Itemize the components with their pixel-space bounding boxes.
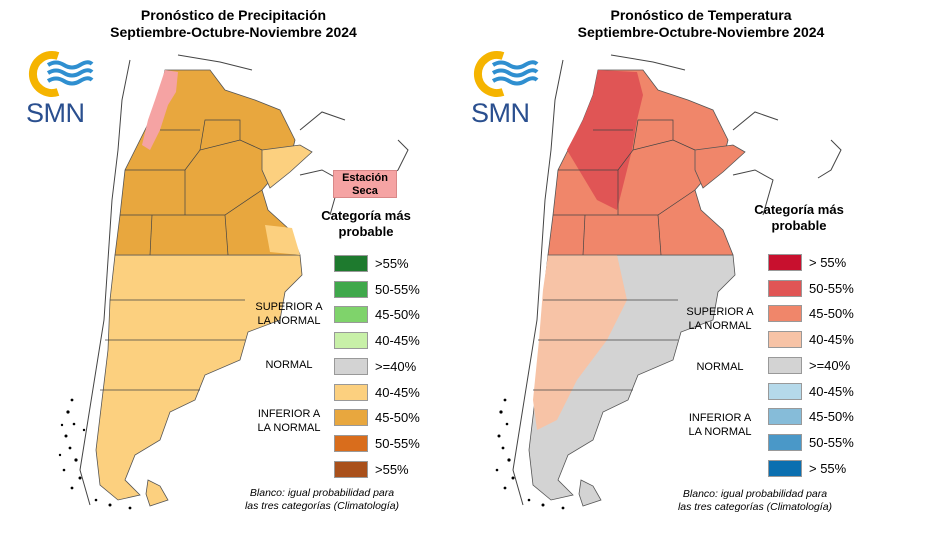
group-label-inferior-line-1: INFERIOR A — [688, 412, 752, 424]
legend-swatch — [768, 433, 802, 451]
legend-swatch — [334, 280, 368, 298]
title-line-2: Septiembre-Octubre-Noviembre 2024 — [110, 24, 357, 40]
footnote-line-2: las tres categorías (Climatología) — [677, 501, 833, 513]
smn-logo-icon — [473, 51, 539, 97]
region-tierra-del-fuego — [145, 479, 169, 507]
title-line-1: Pronóstico de Precipitación — [140, 7, 327, 23]
group-label-inferior-line-1: INFERIOR A — [257, 408, 321, 420]
legend-label: 40-45% — [809, 332, 854, 348]
group-label-superior-line-2: LA NORMAL — [257, 315, 321, 327]
region-northwest — [567, 70, 643, 210]
group-label-superior: SUPERIOR A LA NORMAL — [675, 305, 765, 333]
legend-title-line-2: probable — [338, 224, 394, 239]
legend-label: 50-55% — [375, 435, 420, 451]
legend-swatch — [334, 332, 368, 350]
group-label-normal: NORMAL — [265, 359, 313, 371]
legend-swatch — [768, 382, 802, 400]
title-line-2: Septiembre-Octubre-Noviembre 2024 — [577, 24, 825, 40]
legend-title: Categoría más probable — [296, 208, 436, 240]
smn-logo-icon — [28, 51, 94, 97]
temperature-title: Pronóstico de Temperatura Septiembre-Oct… — [467, 7, 935, 41]
neighbor-borders — [79, 54, 409, 506]
chile-islands — [58, 398, 132, 510]
temperature-panel: Pronóstico de Temperatura Septiembre-Oct… — [467, 0, 935, 533]
legend-label: 50-55% — [809, 280, 854, 296]
legend-label: 45-50% — [375, 410, 420, 426]
legend-title-line-2: probable — [771, 218, 827, 233]
province-boundaries — [100, 119, 263, 391]
legend-swatch — [334, 357, 368, 375]
group-label-inferior-line-2: LA NORMAL — [688, 426, 752, 438]
footnote-line-1: Blanco: igual probabilidad para — [682, 488, 828, 500]
legend-swatch — [334, 434, 368, 452]
legend-label: 45-50% — [809, 409, 854, 425]
legend-swatch — [334, 255, 368, 272]
legend-title-line-1: Categoría más — [321, 208, 411, 223]
region-buenos-aires-coast — [265, 225, 300, 255]
precipitation-panel: Pronóstico de Precipitación Septiembre-O… — [0, 0, 467, 533]
legend-label: 50-55% — [809, 434, 854, 450]
group-label-superior-line-1: SUPERIOR A — [255, 301, 323, 313]
footnote-line-1: Blanco: igual probabilidad para — [249, 487, 395, 499]
legend-label: 50-55% — [375, 281, 420, 297]
legend-swatch — [768, 408, 802, 426]
legend-label: 45-50% — [809, 306, 854, 322]
legend-label: 40-45% — [809, 383, 854, 399]
dry-station-label: Estación Seca — [333, 170, 397, 198]
dry-station-line-2: Seca — [352, 185, 378, 197]
legend-label: > 55% — [809, 460, 847, 476]
smn-logo: SMN — [26, 48, 96, 128]
legend-swatch — [334, 383, 368, 401]
footnote: Blanco: igual probabilidad para las tres… — [222, 487, 422, 513]
smn-logo: SMN — [471, 48, 541, 128]
legend-title: Categoría más probable — [729, 202, 869, 234]
legend-swatch — [334, 409, 368, 427]
region-northeast — [694, 144, 746, 189]
legend-swatch — [334, 306, 368, 324]
temperature-map — [495, 54, 842, 510]
legend-label: >55% — [375, 256, 409, 271]
precipitation-map — [58, 54, 409, 510]
legend-label: >55% — [375, 461, 409, 477]
smn-logo-text: SMN — [471, 98, 530, 128]
legend-label: >=40% — [375, 358, 417, 374]
legend-label: >=40% — [809, 357, 851, 373]
group-label-superior-line-1: SUPERIOR A — [686, 306, 754, 318]
dry-station-line-1: Estación — [342, 172, 388, 184]
legend-label: > 55% — [809, 255, 847, 270]
legend-swatch — [768, 356, 802, 374]
footnote-line-2: las tres categorías (Climatología) — [244, 500, 400, 512]
footnote: Blanco: igual probabilidad para las tres… — [655, 488, 855, 514]
smn-logo-text: SMN — [26, 98, 85, 128]
chile-islands — [495, 398, 565, 510]
group-label-inferior-line-2: LA NORMAL — [257, 422, 321, 434]
legend-label: 45-50% — [375, 307, 420, 323]
group-label-normal: NORMAL — [696, 361, 744, 373]
province-boundaries — [533, 119, 696, 391]
legend-swatch — [768, 305, 802, 323]
legend-swatch — [768, 331, 802, 349]
region-south — [95, 254, 303, 501]
legend-swatch — [768, 459, 802, 477]
legend-swatch — [768, 254, 802, 271]
neighbor-borders — [512, 54, 842, 506]
legend-swatch — [334, 460, 368, 478]
region-central-west — [533, 255, 627, 430]
region-northeast — [261, 144, 313, 189]
legend-swatch — [768, 279, 802, 297]
legend-label: 40-45% — [375, 333, 420, 349]
group-label-superior-line-2: LA NORMAL — [688, 320, 752, 332]
precipitation-title: Pronóstico de Precipitación Septiembre-O… — [0, 7, 467, 41]
title-line-1: Pronóstico de Temperatura — [610, 7, 792, 23]
legend-title-line-1: Categoría más — [754, 202, 844, 217]
group-label-superior: SUPERIOR A LA NORMAL — [244, 300, 334, 328]
region-tierra-del-fuego — [578, 479, 602, 507]
legend-label: 40-45% — [375, 384, 420, 400]
group-label-inferior: INFERIOR A LA NORMAL — [244, 407, 334, 435]
group-label-inferior: INFERIOR A LA NORMAL — [675, 411, 765, 439]
region-dry-season — [142, 70, 178, 150]
